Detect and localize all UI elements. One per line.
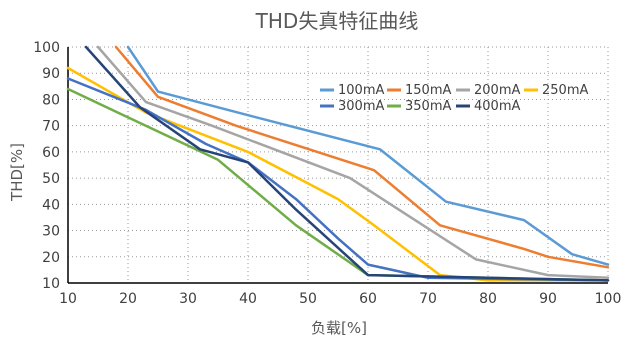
- x-tick-label-60: 60: [359, 291, 377, 307]
- series-lines: [66, 45, 610, 282]
- x-tick-label-70: 70: [419, 291, 437, 307]
- legend-label-300mA: 300mA: [338, 99, 384, 114]
- chart-title: THD失真特征曲线: [255, 9, 419, 33]
- series-line-200mA: [96, 45, 610, 280]
- legend-label-350mA: 350mA: [405, 99, 451, 114]
- x-tick-label-100: 100: [595, 291, 622, 307]
- legend-label-400mA: 400mA: [474, 99, 520, 114]
- x-tick-label-30: 30: [179, 291, 197, 307]
- y-tick-label-30: 30: [42, 224, 60, 240]
- x-tick-label-20: 20: [119, 291, 137, 307]
- y-tick-label-20: 20: [42, 250, 60, 266]
- y-tick-label-80: 80: [42, 92, 60, 108]
- legend: 100mA 150mA 200mA 250mA 300mA 350mA 400mA: [320, 83, 588, 114]
- x-tick-label-90: 90: [539, 291, 557, 307]
- axes: [67, 47, 608, 284]
- y-tick-label-60: 60: [42, 145, 60, 161]
- legend-label-150mA: 150mA: [405, 83, 451, 98]
- x-tick-label-40: 40: [239, 291, 257, 307]
- y-axis-label: THD[%]: [8, 143, 26, 202]
- y-tick-label-90: 90: [42, 66, 60, 82]
- y-ticks: 10 20 30 40 50 60 70 80 90 100: [33, 40, 60, 292]
- legend-label-100mA: 100mA: [338, 83, 384, 98]
- y-tick-label-10: 10: [42, 276, 60, 292]
- y-tick-label-50: 50: [42, 171, 60, 187]
- series-line-150mA: [114, 45, 610, 269]
- x-ticks: 10 20 30 40 50 60 70 80 90 100: [59, 291, 621, 307]
- y-tick-label-40: 40: [42, 197, 60, 213]
- y-tick-label-100: 100: [33, 40, 60, 56]
- series-line-100mA: [126, 45, 610, 266]
- grid: [68, 46, 609, 283]
- series-line-350mA: [66, 87, 610, 282]
- x-tick-label-10: 10: [59, 291, 77, 307]
- x-tick-label-80: 80: [479, 291, 497, 307]
- legend-label-200mA: 200mA: [474, 83, 520, 98]
- x-axis-label: 负载[%]: [311, 319, 367, 337]
- series-line-400mA: [84, 45, 610, 282]
- x-tick-label-50: 50: [299, 291, 317, 307]
- y-tick-label-70: 70: [42, 119, 60, 135]
- legend-label-250mA: 250mA: [542, 83, 588, 98]
